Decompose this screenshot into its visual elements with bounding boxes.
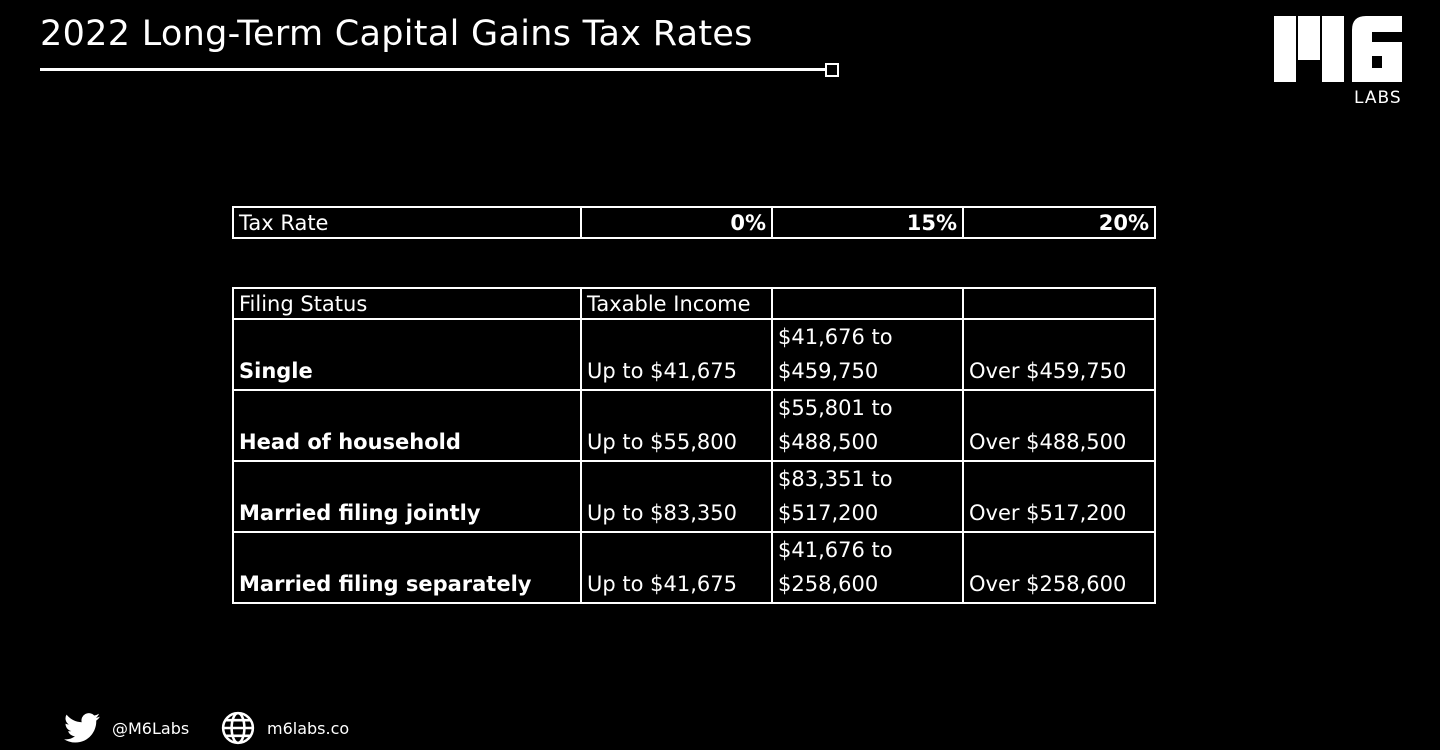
- filing-status-cell: Head of household: [232, 389, 582, 462]
- twitter-handle: @M6Labs: [112, 718, 190, 738]
- range-to: $517,200: [778, 501, 879, 525]
- table-header-row: Filing Status Taxable Income: [232, 287, 1156, 320]
- footer-website-link[interactable]: m6labs.co: [221, 710, 349, 746]
- range-to: $459,750: [778, 359, 879, 383]
- rate-15: 15%: [771, 206, 964, 239]
- twenty-rate-income-cell: Over $517,200: [962, 460, 1156, 533]
- zero-rate-income-cell: Up to $55,800: [580, 389, 773, 462]
- twenty-rate-income-cell: Over $488,500: [962, 389, 1156, 462]
- filing-status-table: Filing Status Taxable Income Single Up t…: [232, 287, 1156, 604]
- twenty-rate-income-cell: Over $258,600: [962, 531, 1156, 604]
- range-from: $41,676 to: [778, 325, 893, 349]
- fifteen-rate-income-cell: $55,801 to $488,500: [771, 389, 964, 462]
- tax-rate-label: Tax Rate: [232, 206, 582, 239]
- twenty-rate-income-cell: Over $459,750: [962, 318, 1156, 391]
- zero-rate-income-cell: Up to $41,675: [580, 318, 773, 391]
- range-from: $55,801 to: [778, 396, 893, 420]
- filing-status-cell: Married filing jointly: [232, 460, 582, 533]
- table-row: Married filing jointly Up to $83,350 $83…: [232, 460, 1156, 533]
- range-from: $41,676 to: [778, 538, 893, 562]
- range-to: $258,600: [778, 572, 879, 596]
- table-row: Head of household Up to $55,800 $55,801 …: [232, 389, 1156, 462]
- fifteen-rate-income-cell: $83,351 to $517,200: [771, 460, 964, 533]
- footer-twitter-link[interactable]: @M6Labs: [64, 710, 189, 746]
- title-underline: [40, 68, 828, 71]
- website-url: m6labs.co: [267, 718, 350, 738]
- tax-rate-table: Tax Rate 0% 15% 20%: [232, 206, 1156, 239]
- fifteen-rate-income-cell: $41,676 to $459,750: [771, 318, 964, 391]
- logo-subtext: LABS: [1354, 88, 1402, 108]
- rate-0: 0%: [580, 206, 773, 239]
- header-taxable-income: Taxable Income: [580, 287, 773, 320]
- twitter-bird-icon: [64, 713, 100, 743]
- page-title: 2022 Long-Term Capital Gains Tax Rates: [40, 14, 753, 54]
- tax-rate-row: Tax Rate 0% 15% 20%: [232, 206, 1156, 239]
- zero-rate-income-cell: Up to $83,350: [580, 460, 773, 533]
- range-to: $488,500: [778, 430, 879, 454]
- filing-status-cell: Single: [232, 318, 582, 391]
- table-row: Married filing separately Up to $41,675 …: [232, 531, 1156, 604]
- header-blank-15: [771, 287, 964, 320]
- header-filing-status: Filing Status: [232, 287, 582, 320]
- globe-icon: [221, 711, 255, 745]
- zero-rate-income-cell: Up to $41,675: [580, 531, 773, 604]
- m6-logo-icon: [1274, 16, 1402, 82]
- title-underline-end-square: [825, 63, 839, 77]
- table-row: Single Up to $41,675 $41,676 to $459,750 …: [232, 318, 1156, 391]
- rate-20: 20%: [962, 206, 1156, 239]
- fifteen-rate-income-cell: $41,676 to $258,600: [771, 531, 964, 604]
- range-from: $83,351 to: [778, 467, 893, 491]
- header-blank-20: [962, 287, 1156, 320]
- filing-status-cell: Married filing separately: [232, 531, 582, 604]
